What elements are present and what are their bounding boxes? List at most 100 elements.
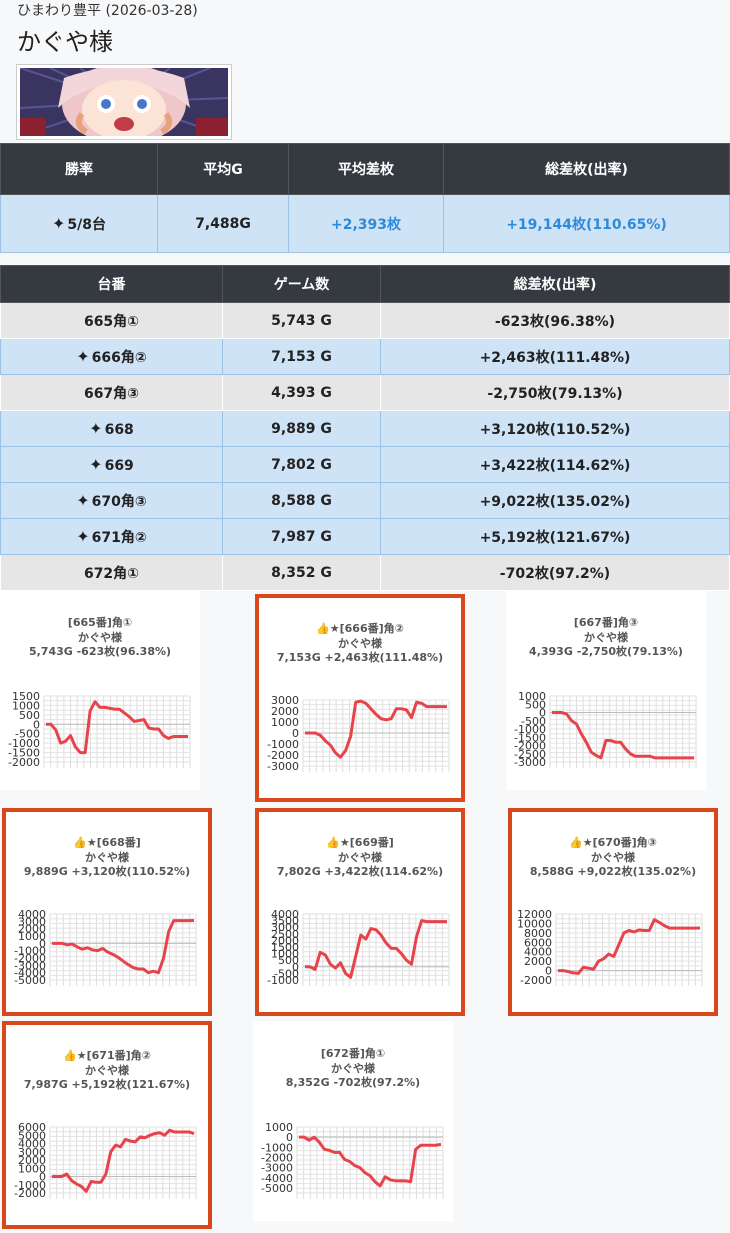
machine-number-cell: ✦ 668 [0, 410, 223, 447]
y-tick-label: 0 [33, 718, 40, 731]
y-tick-label: 2500 [271, 928, 299, 941]
machine-number-cell: 667角③ [0, 374, 223, 411]
machine-games: 7,802 G [222, 446, 381, 483]
y-tick-label: 1000 [271, 716, 299, 729]
y-tick-label: -2000 [8, 756, 40, 769]
y-tick-label: 2000 [524, 955, 552, 968]
y-tick-label: -5000 [261, 1182, 293, 1195]
machine-number: 666角② [91, 349, 147, 366]
machine-number: 665角① [83, 313, 140, 330]
line-chart: 40003000200010000-1000-2000-3000-4000-50… [14, 908, 197, 987]
y-tick-label: 2000 [271, 705, 299, 718]
y-tick-label: 8000 [524, 927, 552, 940]
y-tick-label: 1500 [12, 690, 40, 703]
chart-title-line: 8,352G -702枚(97.2%) [285, 1076, 421, 1089]
y-tick-label: 500 [278, 954, 299, 967]
chart-card: 👍★[666番]角② かぐや様 7,153G +2,463枚(111.48%) 300… [255, 594, 465, 802]
chart-title-line: 👍★[666番]角② [316, 622, 404, 635]
y-tick-label: 0 [286, 1131, 293, 1144]
chart-title-line: かぐや様 [584, 630, 628, 644]
chart-title-line: かぐや様 [85, 1063, 129, 1077]
y-tick-label: 2000 [271, 934, 299, 947]
y-tick-label: 1000 [265, 1121, 293, 1134]
machine-number-cell: 672角① [0, 554, 223, 591]
series-line [52, 1128, 195, 1193]
machine-diff: -2,750枚(79.13%) [380, 374, 730, 411]
y-tick-label: -1000 [14, 1179, 46, 1192]
machine-games: 7,987 G [222, 518, 381, 555]
y-tick-label: -2000 [14, 952, 46, 965]
y-tick-label: -500 [15, 728, 40, 741]
chart-title-line: 7,802G +3,422枚(114.62%) [276, 865, 444, 878]
chart-title-line: かぐや様 [78, 630, 122, 644]
machine-games: 7,153 G [222, 338, 381, 375]
header-avg-games: 平均G [157, 143, 289, 195]
series-line [52, 918, 195, 975]
sparkle-icon: ✦ [89, 419, 103, 438]
series-line [299, 1135, 442, 1188]
y-tick-label: 1000 [18, 1162, 46, 1175]
chart-title-line: 4,393G -2,750枚(79.13%) [529, 645, 683, 658]
y-tick-label: -3000 [267, 760, 299, 773]
machine-diff: +5,192枚(121.67%) [380, 518, 730, 555]
store-date: ひまわり豊平 (2026-03-28) [17, 3, 198, 19]
y-tick-label: 3500 [271, 915, 299, 928]
y-tick-label: -1000 [267, 738, 299, 751]
chart-title-line: 👍★[668番] [73, 836, 141, 849]
machine-number-cell: ✦ 671角② [0, 518, 223, 555]
y-tick-label: 2000 [18, 923, 46, 936]
y-tick-label: 3000 [18, 1146, 46, 1159]
win-rate-cell: ✦ 5/8台 [0, 194, 158, 253]
chart-card: 👍★[671番]角② かぐや様 7,987G +5,192枚(121.67%) 600… [2, 1021, 212, 1229]
y-tick-label: 3000 [271, 921, 299, 934]
line-chart: 40003500300025002000150010005000-500-100… [267, 908, 450, 987]
machine-games: 8,588 G [222, 482, 381, 519]
y-tick-label: -1000 [514, 723, 546, 736]
y-tick-label: -4000 [261, 1172, 293, 1185]
y-tick-label: 3000 [271, 694, 299, 707]
y-tick-label: 6000 [18, 1121, 46, 1134]
sparkle-icon: ✦ [51, 213, 66, 233]
header-total-diff: 総差枚(出率) [443, 143, 730, 195]
banner-image [16, 64, 232, 140]
chart-title-line: 👍★[670番]角③ [569, 836, 657, 849]
header-machine-no: 台番 [0, 265, 223, 303]
chart-title-line: [672番]角① [320, 1047, 386, 1060]
y-tick-label: -2000 [267, 749, 299, 762]
machine-diff: +9,022枚(135.02%) [380, 482, 730, 519]
chart-card: 👍★[669番] かぐや様 7,802G +3,422枚(114.62%) 4000 3… [255, 808, 465, 1016]
series-line [46, 700, 188, 755]
y-tick-label: -2000 [14, 1187, 46, 1200]
machine-games: 4,393 G [222, 374, 381, 411]
page-title: かぐや様 [17, 28, 113, 56]
y-tick-label: -3000 [261, 1162, 293, 1175]
y-tick-label: -2000 [514, 740, 546, 753]
y-tick-label: 1500 [271, 941, 299, 954]
chart-title-line: 7,153G +2,463枚(111.48%) [276, 651, 444, 664]
machine-row: ✦ 671角② 7,987 G +5,192枚(121.67%) [0, 518, 730, 555]
y-tick-label: 0 [39, 1171, 46, 1184]
y-tick-label: -1000 [14, 945, 46, 958]
y-tick-label: -1500 [514, 731, 546, 744]
machine-number: 672角① [83, 565, 140, 582]
chart-title: 👍★[669番] かぐや様 7,802G +3,422枚(114.62%) [259, 836, 461, 880]
chart-title: 👍★[666番]角② かぐや様 7,153G +2,463枚(111.48%) [259, 622, 461, 666]
character-illustration [20, 68, 228, 136]
header-machine-diff: 総差枚(出率) [380, 265, 730, 303]
chart-title-line: かぐや様 [85, 850, 129, 864]
machine-games: 5,743 G [222, 302, 381, 339]
chart-title-line: かぐや様 [591, 850, 635, 864]
y-tick-label: 1000 [12, 699, 40, 712]
y-tick-label: 500 [525, 698, 546, 711]
win-rate-value: 5/8台 [67, 216, 106, 233]
y-tick-label: 0 [39, 937, 46, 950]
machine-number-cell: 665角① [0, 302, 223, 339]
machine-diff: +3,422枚(114.62%) [380, 446, 730, 483]
y-tick-label: -1000 [261, 1141, 293, 1154]
y-tick-label: 0 [539, 707, 546, 720]
header-avg-diff: 平均差枚 [288, 143, 444, 195]
